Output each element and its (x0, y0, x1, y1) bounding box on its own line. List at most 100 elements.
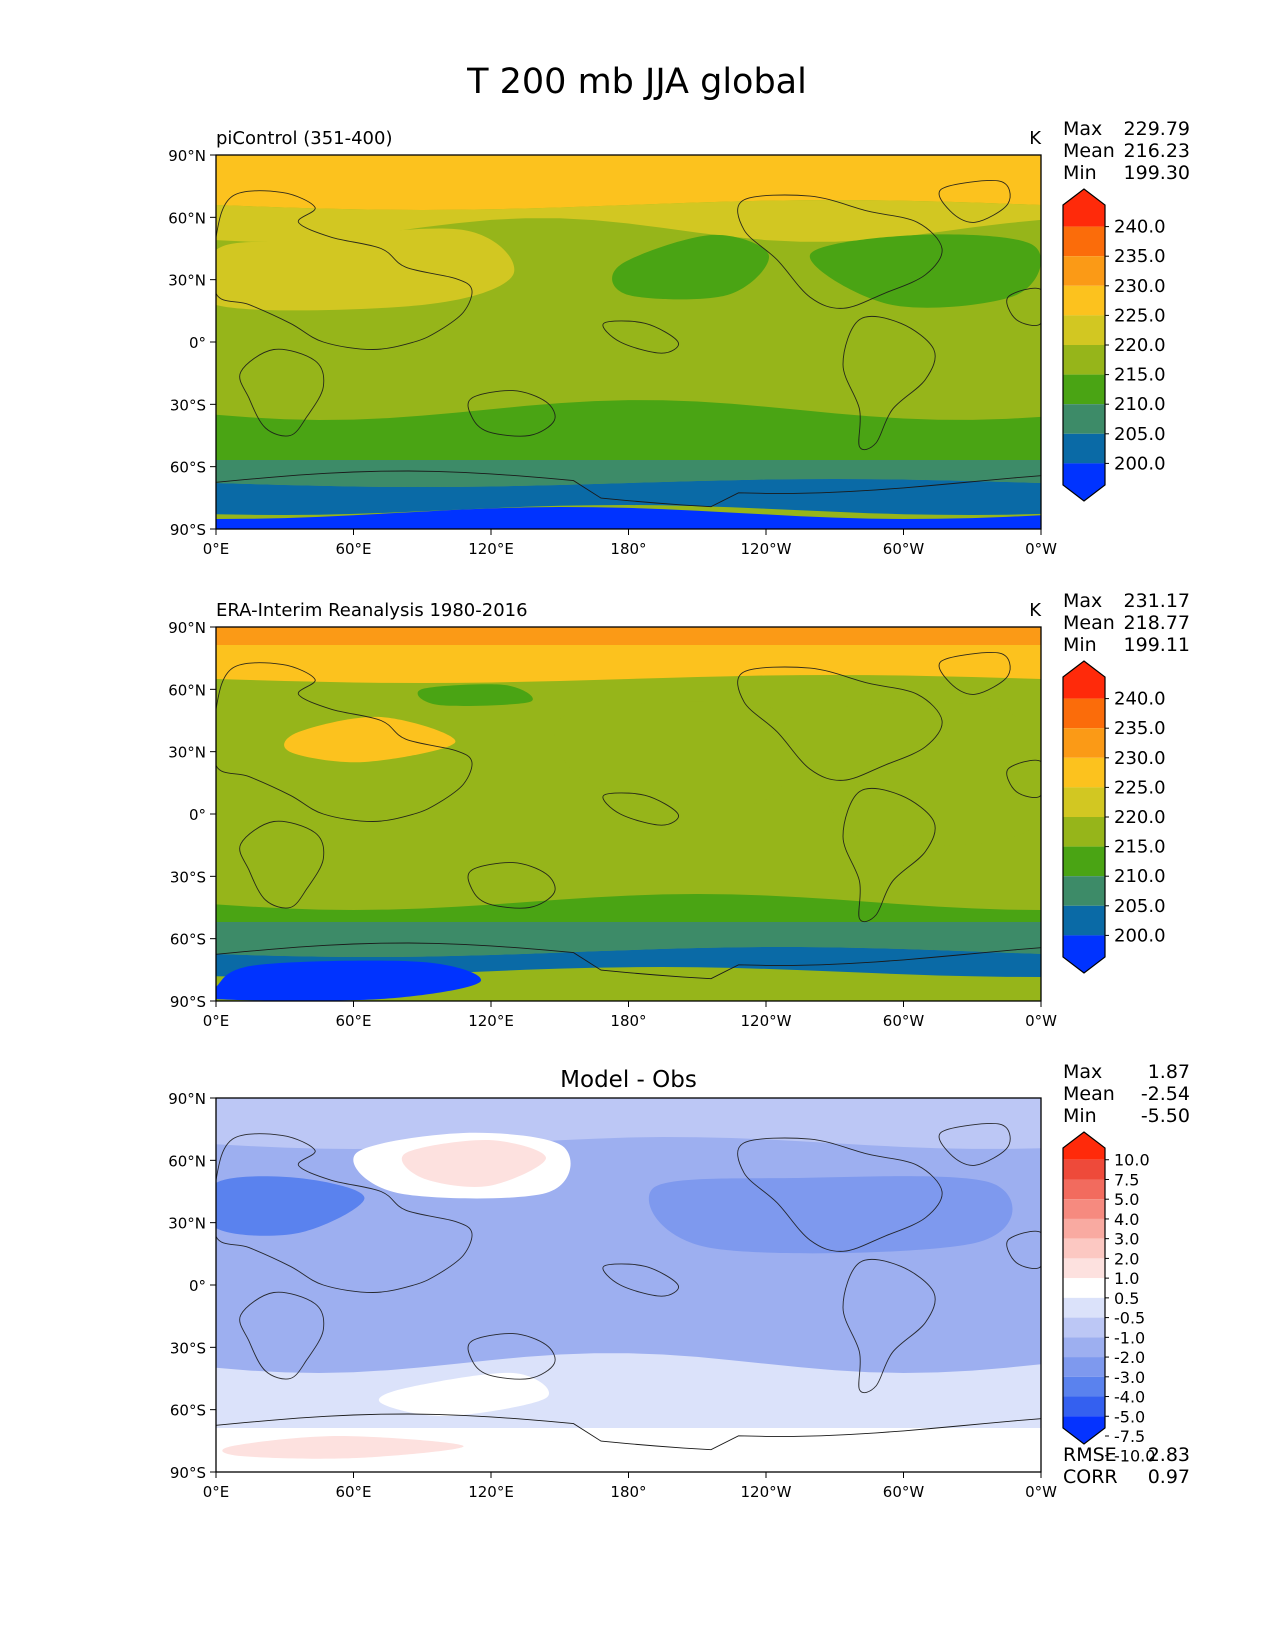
lon-tick-label: 60°E (335, 1012, 371, 1030)
map-panel-3: 90°N 60°N 30°N 0° 30°S 60°S 90°S0°E 60°E 120°E 18… (168, 1061, 1190, 1501)
lon-tick-label: 180° (610, 1483, 646, 1501)
colorbar-tick-label: 235.0 (1114, 246, 1166, 267)
colorbar-segment (1063, 846, 1105, 877)
lon-tick-label: 120°E (468, 1012, 514, 1030)
colorbar-outline (1062, 660, 1106, 974)
colorbar-tick-label: 220.0 (1114, 807, 1166, 828)
colorbar-segment (1063, 1317, 1105, 1338)
colorbar-tick-label: 215.0 (1114, 837, 1166, 858)
stat-label: Mean (1063, 1083, 1115, 1105)
colorbar-segment (1063, 404, 1105, 434)
lat-tick-label: 60°N (168, 1152, 206, 1170)
coastline (938, 652, 1011, 695)
coastline (216, 470, 1041, 508)
lon-tick-label: 60°E (335, 540, 371, 558)
lat-tick-label: 30°N (168, 272, 206, 290)
colorbar-segment (1063, 1396, 1105, 1417)
colorbar-segment (1063, 787, 1105, 817)
lon-tick-label: 120°E (468, 1483, 514, 1501)
field-contour-near-zero (216, 1428, 1041, 1472)
field-contour-210-215 (809, 234, 1041, 308)
coastline (938, 180, 1011, 223)
lat-tick-label: 90°S (170, 1464, 206, 1482)
lon-tick-label: 0°W (1025, 1483, 1057, 1501)
lat-tick-label: 60°S (170, 1402, 206, 1420)
colorbar-segment (1063, 1218, 1105, 1239)
colorbar-segment (1063, 256, 1105, 286)
field-contour-210-215 (612, 234, 770, 300)
colorbar-tick-label: 4.0 (1114, 1210, 1139, 1229)
colorbar-tick-label: 240.0 (1114, 689, 1166, 710)
colorbar-tick-label: 3.0 (1114, 1230, 1139, 1249)
map-panel-2: 90°N 60°N 30°N 0° 30°S 60°S 90°S0°E 60°E 120°E 18… (168, 590, 1190, 1030)
colorbar-extend-max (1063, 661, 1105, 699)
lat-tick-label: 90°N (168, 1090, 206, 1108)
stat-label: CORR (1063, 1466, 1118, 1488)
lon-tick-label: 120°W (741, 540, 792, 558)
stat-value: 216.23 (1124, 140, 1190, 162)
colorbar-segment (1063, 345, 1105, 375)
lat-tick-label: 90°N (168, 619, 206, 637)
lat-tick-label: 30°S (170, 868, 206, 886)
lat-tick-label: 0° (189, 334, 206, 352)
field-contour-neg-4-to-neg-5 (216, 1176, 365, 1236)
panel-title: piControl (351-400) (216, 128, 392, 149)
colorbar-segment (1063, 1179, 1105, 1200)
panel-title: ERA-Interim Reanalysis 1980-2016 (216, 600, 528, 621)
colorbar-segment (1063, 1337, 1105, 1358)
colorbar-segment (1063, 728, 1105, 758)
colorbar-tick-label: 215.0 (1114, 365, 1166, 386)
lat-tick-label: 90°S (170, 993, 206, 1011)
colorbar-segment (1063, 285, 1105, 316)
colorbar-tick-label: -4.0 (1114, 1388, 1145, 1407)
field-contour-below-200 (216, 960, 482, 1001)
field-contour-205-210 (216, 460, 1041, 487)
coastline (467, 390, 556, 437)
colorbar-extend-min (1063, 1416, 1105, 1444)
colorbar-tick-label: -2.0 (1114, 1348, 1145, 1367)
stat-label: Max (1063, 1061, 1102, 1083)
colorbar-segment (1063, 817, 1105, 847)
coastline (737, 666, 943, 781)
colorbar-segment (1063, 433, 1105, 464)
colorbar-segment (1063, 1278, 1105, 1298)
field-contour-225-230 (284, 716, 456, 763)
colorbar-segment (1063, 876, 1105, 906)
field-contour-200-205 (216, 479, 1041, 515)
stat-value: 229.79 (1124, 118, 1190, 140)
colorbar-tick-label: 230.0 (1114, 276, 1166, 297)
lon-tick-label: 120°E (468, 540, 514, 558)
colorbar-tick-label: -1.0 (1114, 1328, 1145, 1347)
colorbar-tick-label: 5.0 (1114, 1190, 1139, 1209)
lat-tick-label: 90°N (168, 147, 206, 165)
lon-tick-label: 60°W (883, 1012, 925, 1030)
colorbar-tick-label: 225.0 (1114, 777, 1166, 798)
lat-tick-label: 60°S (170, 459, 206, 477)
colorbar-tick-label: 7.5 (1114, 1170, 1139, 1189)
lat-tick-label: 0° (189, 806, 206, 824)
field-contour-neg-1-to-neg-2 (216, 1098, 1041, 1149)
lon-tick-label: 60°W (883, 1483, 925, 1501)
field-contour-205-210 (216, 922, 1041, 957)
coastline (239, 820, 325, 909)
colorbar-extend-min (1063, 463, 1105, 501)
coastline (737, 1137, 943, 1252)
lat-tick-label: 60°N (168, 209, 206, 227)
colorbar-segment (1063, 1159, 1105, 1180)
colorbar-tick-label: 240.0 (1114, 217, 1166, 238)
stat-value: -2.54 (1141, 1083, 1190, 1105)
stat-value: 231.17 (1124, 590, 1190, 612)
stat-label: Mean (1063, 140, 1115, 162)
coastline (467, 862, 556, 909)
lat-tick-label: 30°N (168, 1215, 206, 1233)
colorbar-segment (1063, 698, 1105, 729)
stat-value: 1.87 (1148, 1061, 1190, 1083)
colorbar-tick-label: 1.0 (1114, 1269, 1139, 1288)
lon-tick-label: 180° (610, 540, 646, 558)
colorbar-outline (1062, 1131, 1106, 1445)
lon-tick-label: 60°W (883, 540, 925, 558)
colorbar-tick-label: 210.0 (1114, 866, 1166, 887)
coastline (239, 348, 325, 437)
field-contour-230-235 (216, 627, 1041, 645)
units-label: K (1029, 600, 1042, 621)
